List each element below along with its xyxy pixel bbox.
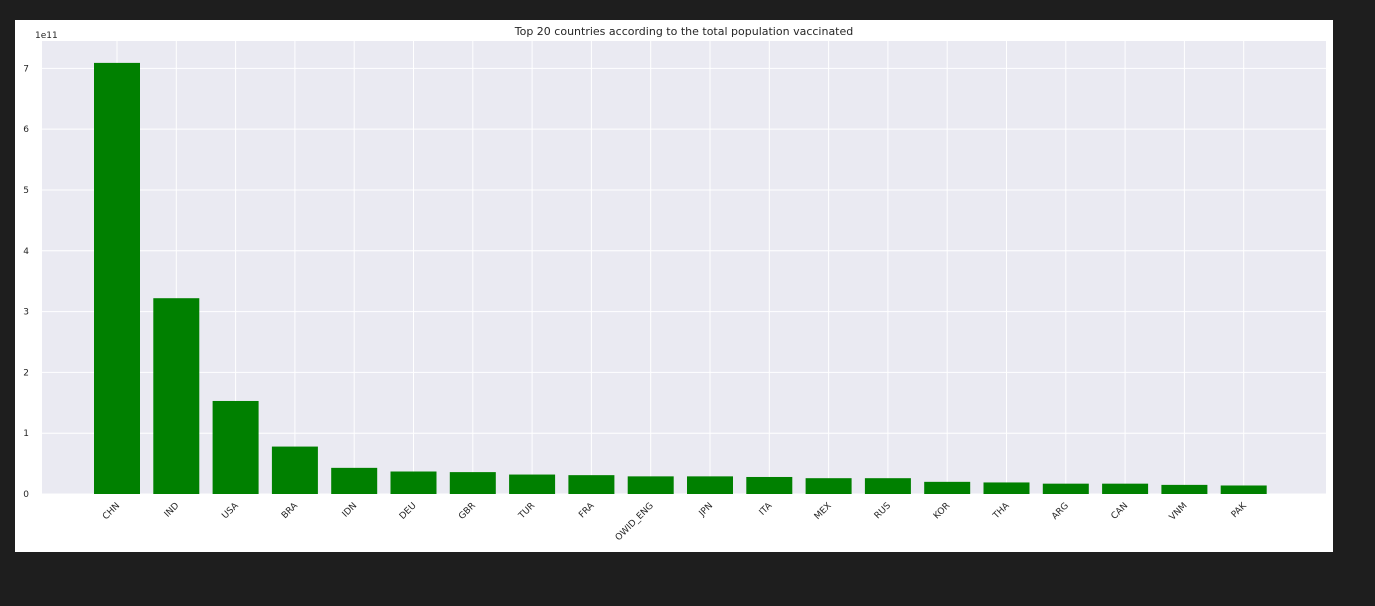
bar-gbr	[449, 472, 496, 494]
y-tick-label: 3	[23, 308, 29, 318]
y-tick-label: 6	[23, 125, 29, 135]
bar-rus	[864, 478, 911, 494]
bars	[94, 62, 1267, 495]
bar-chart: 0 1 2 3 4 5 6 7 CHN IND USA BRA IDN DEU GBR TUR FRA OWID…	[23, 25, 1326, 543]
y-tick-label: 4	[23, 247, 29, 257]
bar-fra	[568, 475, 615, 494]
y-axis-offset-text: 1e11	[35, 31, 58, 41]
bar-idn	[331, 467, 378, 494]
x-tick-label: FRA	[577, 500, 597, 520]
bar-owid_eng	[627, 476, 674, 494]
bar-mex	[805, 478, 852, 494]
y-tick-label: 5	[23, 186, 29, 196]
x-tick-label: CHN	[101, 501, 122, 522]
bar-tha	[983, 482, 1030, 494]
y-tick-label: 0	[23, 490, 29, 500]
x-tick-label: PAK	[1230, 500, 1250, 520]
y-tick-label: 7	[23, 64, 29, 74]
bar-jpn	[687, 476, 733, 494]
x-tick-label: GBR	[457, 501, 478, 522]
bar-vnm	[1161, 484, 1208, 494]
bar-bra	[271, 446, 318, 494]
x-tick-label: IND	[163, 501, 182, 520]
x-tick-label: VNM	[1168, 501, 1190, 523]
x-tick-label: KOR	[932, 501, 952, 521]
x-tick-label: CAN	[1110, 501, 1131, 522]
x-tick-label: MEX	[813, 501, 834, 522]
x-tick-label: BRA	[280, 500, 301, 521]
bar-tur	[509, 474, 556, 494]
y-tick-label: 1	[23, 429, 29, 439]
y-axis-ticks: 0 1 2 3 4 5 6 7	[23, 64, 29, 500]
x-axis-ticks: CHN IND USA BRA IDN DEU GBR TUR FRA OWID_ENG JPN IT…	[101, 500, 1250, 543]
bar-ita	[746, 476, 793, 494]
x-tick-label: ARG	[1050, 501, 1071, 522]
x-tick-label: OWID_ENG	[614, 501, 656, 543]
x-tick-label: ITA	[758, 500, 775, 517]
chart-figure: 0 1 2 3 4 5 6 7 CHN IND USA BRA IDN DEU GBR TUR FRA OWID…	[15, 20, 1333, 552]
bar-deu	[390, 471, 437, 494]
bar-usa	[212, 400, 259, 494]
x-tick-label: THA	[991, 500, 1012, 521]
x-tick-label: RUS	[873, 501, 893, 521]
x-tick-label: DEU	[398, 501, 419, 522]
bar-pak	[1220, 485, 1267, 494]
bar-kor	[924, 481, 971, 494]
x-tick-label: TUR	[516, 501, 537, 522]
x-tick-label: IDN	[341, 501, 360, 520]
x-tick-label: USA	[220, 500, 241, 521]
x-tick-label: JPN	[697, 501, 715, 519]
chart-title: Top 20 countries according to the total …	[514, 25, 854, 38]
y-tick-label: 2	[23, 368, 29, 378]
bar-ind	[153, 298, 200, 494]
bar-chn	[94, 62, 140, 495]
bar-arg	[1042, 483, 1089, 494]
bar-can	[1102, 483, 1149, 494]
